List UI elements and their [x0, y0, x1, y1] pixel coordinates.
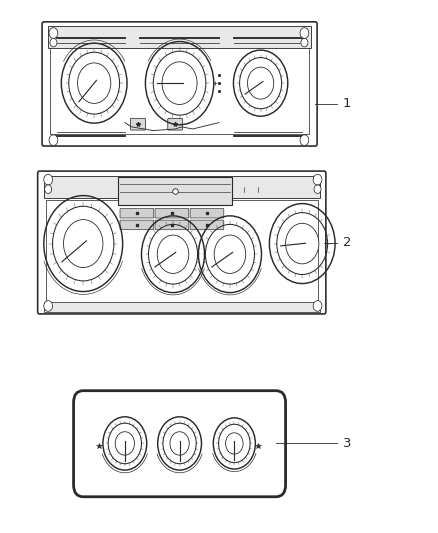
- Circle shape: [300, 135, 309, 146]
- Circle shape: [162, 62, 197, 104]
- Bar: [48, 26, 311, 48]
- FancyBboxPatch shape: [120, 220, 154, 230]
- FancyBboxPatch shape: [38, 171, 326, 314]
- FancyBboxPatch shape: [190, 220, 224, 230]
- Circle shape: [313, 301, 322, 311]
- Bar: [44, 302, 320, 312]
- Bar: [44, 176, 320, 198]
- FancyBboxPatch shape: [74, 391, 286, 497]
- Circle shape: [50, 38, 57, 47]
- Bar: [50, 48, 309, 134]
- Circle shape: [313, 174, 322, 185]
- Text: 3: 3: [343, 437, 351, 450]
- Circle shape: [45, 185, 52, 193]
- FancyBboxPatch shape: [168, 118, 183, 130]
- Circle shape: [44, 174, 53, 185]
- Circle shape: [170, 432, 189, 455]
- Circle shape: [64, 220, 103, 268]
- Circle shape: [115, 432, 134, 455]
- Text: 2: 2: [343, 236, 351, 249]
- Circle shape: [44, 301, 53, 311]
- Circle shape: [247, 67, 274, 99]
- Bar: [118, 177, 232, 205]
- Circle shape: [314, 185, 321, 193]
- FancyBboxPatch shape: [155, 220, 189, 230]
- FancyBboxPatch shape: [131, 118, 145, 130]
- Circle shape: [301, 38, 308, 47]
- FancyBboxPatch shape: [42, 22, 317, 146]
- Text: 1: 1: [343, 98, 351, 110]
- Circle shape: [49, 28, 58, 38]
- Bar: [46, 199, 318, 303]
- FancyBboxPatch shape: [120, 208, 154, 218]
- FancyBboxPatch shape: [155, 208, 189, 218]
- Circle shape: [226, 433, 243, 454]
- Circle shape: [78, 63, 111, 103]
- Circle shape: [300, 28, 309, 38]
- Circle shape: [286, 223, 319, 264]
- Circle shape: [49, 135, 58, 146]
- Circle shape: [214, 235, 246, 273]
- FancyBboxPatch shape: [190, 208, 224, 218]
- Circle shape: [157, 235, 189, 273]
